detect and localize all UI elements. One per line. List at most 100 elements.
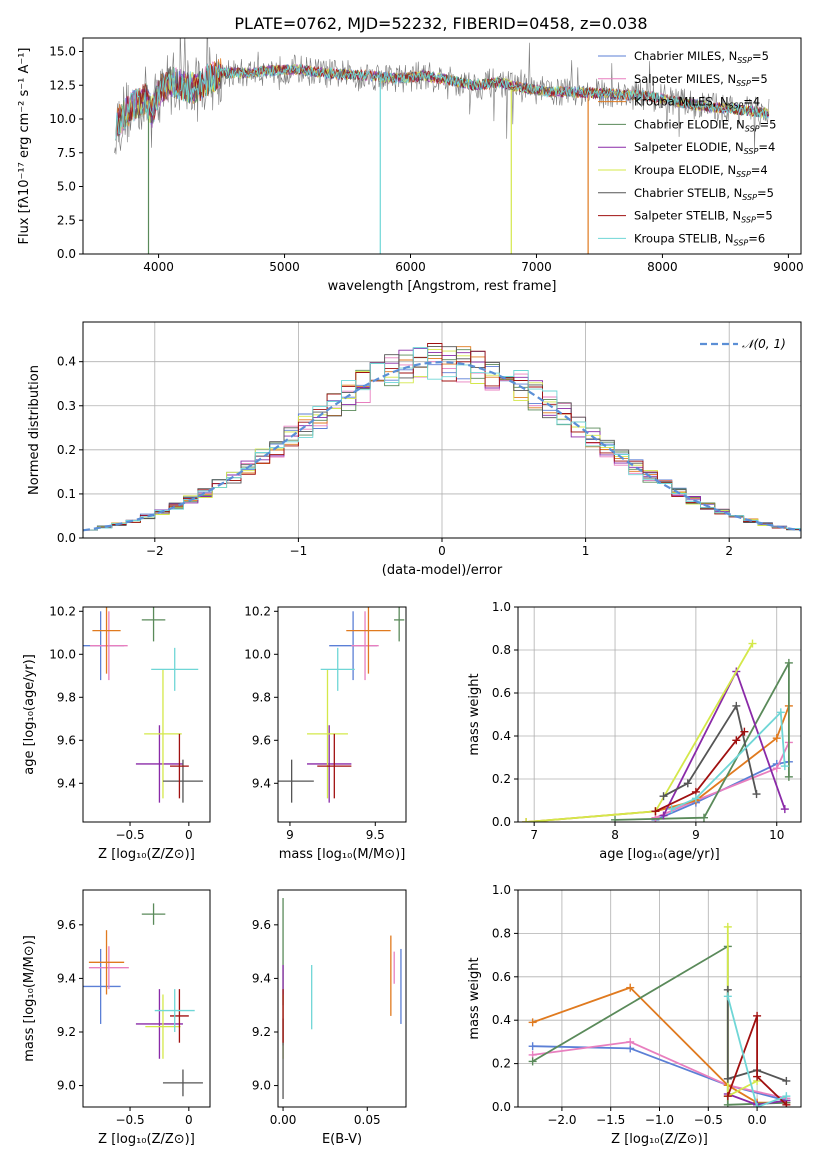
axes-frame <box>277 889 407 1108</box>
weight-marker-kroupa_miles <box>626 983 635 992</box>
weight-line-salpeter_miles <box>532 1040 787 1100</box>
errorbar-kroupa_miles <box>88 930 125 995</box>
weight-line-chabrier_stelib <box>726 989 787 1082</box>
age_vs_Z-panel: −0.5 0 9.4 9.6 9.8 10.0 10.2 Z [log₁₀(Z/Z⊙)] age… <box>22 604 211 862</box>
errorbar-kroupa_elodie <box>307 669 348 799</box>
y-tick-label: 0.2 <box>57 443 76 457</box>
model-spectrum-kroupa_stelib <box>115 63 769 141</box>
weight-marker-chabrier_stelib <box>683 779 692 788</box>
y-tick-label: 7.5 <box>57 146 76 160</box>
errorbar-chabrier_elodie <box>141 607 166 642</box>
x-axis-label: wavelength [Angstrom, rest frame] <box>328 279 557 294</box>
x-tick-label: −2.0 <box>547 1113 576 1127</box>
mass_weight_vs_Z-panel: −2.0 −1.5 −1.0 −0.5 0.0 0.0 0.2 0.4 0.6 0.8 1.0 Z [… <box>467 883 802 1147</box>
legend-label-salpeter_stelib: Salpeter STELIB, NSSP=5 <box>634 209 773 225</box>
weight-marker-chabrier_elodie <box>784 772 793 781</box>
x-tick-label: 4000 <box>143 260 174 274</box>
y-tick-label: 0.1 <box>57 487 76 501</box>
y-tick-label: 9.0 <box>252 1079 271 1093</box>
y-axis-label: age [log₁₀(age/yr)] <box>22 654 37 775</box>
x-tick-label: 9000 <box>773 260 804 274</box>
axes-frame <box>517 606 802 823</box>
weight-marker-salpeter_elodie <box>659 811 668 820</box>
legend-label-chabrier_stelib: Chabrier STELIB, NSSP=5 <box>634 186 774 202</box>
weight-marker-salpeter_elodie <box>780 805 789 814</box>
y-axis-label: Flux [fλ10⁻¹⁷ erg cm⁻² s⁻¹ A⁻¹] <box>17 48 32 245</box>
legend-label-chabrier_miles: Chabrier MILES, NSSP=5 <box>634 49 769 65</box>
y-tick-label: 0.4 <box>492 1013 511 1027</box>
y-axis-label: mass [log₁₀(M/M⊙)] <box>22 935 37 1062</box>
x-tick-label: 0.00 <box>270 1113 297 1127</box>
weight-marker-kroupa_stelib <box>723 992 732 1001</box>
x-axis-label: age [log₁₀(age/yr)] <box>599 847 720 862</box>
legend-label-chabrier_elodie: Chabrier ELODIE, NSSP=5 <box>634 117 776 133</box>
y-tick-label: 9.6 <box>252 918 271 932</box>
x-tick-label: −1 <box>290 544 308 558</box>
y-tick-label: 0.0 <box>492 815 511 829</box>
x-axis-label: mass [log₁₀(M/M⊙)] <box>279 847 406 862</box>
errorbar-kroupa_stelib <box>151 647 199 691</box>
x-tick-label: −1.0 <box>645 1113 674 1127</box>
x-tick-label: 6000 <box>395 260 426 274</box>
y-tick-label: 9.0 <box>57 1079 76 1093</box>
x-tick-label: 1 <box>582 544 590 558</box>
x-tick-label: 2 <box>725 544 733 558</box>
weight-marker-chabrier_elodie <box>611 815 620 822</box>
weight-marker-kroupa_stelib <box>782 1092 791 1101</box>
weight-marker-salpeter_stelib <box>740 727 749 736</box>
weight-marker-chabrier_elodie <box>784 658 793 667</box>
x-tick-label: 8000 <box>647 260 678 274</box>
x-tick-label: 7 <box>530 828 538 842</box>
y-tick-label: 10.0 <box>49 112 76 126</box>
age_vs_mass-panel: 9 9.5 9.4 9.6 9.8 10.0 10.2 mass [log₁₀(M/M⊙)] <box>244 604 407 862</box>
y-tick-label: 0.2 <box>492 1057 511 1071</box>
weight-marker-salpeter_stelib <box>732 736 741 745</box>
x-tick-label: −0.5 <box>115 828 144 842</box>
y-tick-label: 9.4 <box>57 776 76 790</box>
weight-marker-kroupa_elodie <box>748 639 757 648</box>
errorbar-salpeter_elodie <box>307 725 352 803</box>
weight-marker-chabrier_stelib <box>659 792 668 801</box>
y-tick-label: 0.8 <box>492 926 511 940</box>
mass_weight_vs_Z-plot-area <box>528 922 791 1107</box>
y-tick-label: 9.4 <box>57 971 76 985</box>
y-tick-label: 10.2 <box>244 604 271 618</box>
y-tick-label: 0.0 <box>57 247 76 261</box>
y-tick-label: 9.6 <box>57 733 76 747</box>
weight-line-kroupa_stelib <box>726 996 787 1107</box>
y-tick-label: 0.8 <box>492 643 511 657</box>
weight-marker-kroupa_elodie <box>723 922 732 931</box>
x-tick-label: 0 <box>185 1113 193 1127</box>
y-tick-label: 0.0 <box>57 531 76 545</box>
x-axis-label: Z [log₁₀(Z/Z⊙)] <box>98 1132 195 1147</box>
weight-marker-chabrier_elodie <box>699 813 708 822</box>
y-tick-label: 9.6 <box>57 918 76 932</box>
weight-marker-kroupa_stelib <box>753 1103 762 1107</box>
legend-label-kroupa_miles: Kroupa MILES, NSSP=4 <box>634 95 760 111</box>
y-tick-label: 15.0 <box>49 45 76 59</box>
y-axis-label: mass weight <box>467 957 482 1039</box>
x-tick-label: 9 <box>286 828 294 842</box>
y-tick-label: 2.5 <box>57 213 76 227</box>
y-tick-label: 9.4 <box>252 971 271 985</box>
y-tick-label: 9.2 <box>252 1025 271 1039</box>
x-tick-label: −0.5 <box>115 1113 144 1127</box>
x-tick-label: 8 <box>611 828 619 842</box>
x-axis-label: E(B-V) <box>322 1132 362 1147</box>
weight-marker-salpeter_stelib <box>651 807 660 816</box>
weight-marker-kroupa_stelib <box>776 708 785 717</box>
y-tick-label: 0.2 <box>492 772 511 786</box>
errorbar-kroupa_elodie <box>144 669 182 799</box>
weight-marker-kroupa_elodie <box>522 818 531 822</box>
x-axis-label: Z [log₁₀(Z/Z⊙)] <box>98 847 195 862</box>
x-axis-label: Z [log₁₀(Z/Z⊙)] <box>611 1132 708 1147</box>
errorbar-chabrier_stelib <box>162 1069 203 1097</box>
y-tick-label: 10.2 <box>49 604 76 618</box>
y-tick-label: 9.8 <box>252 690 271 704</box>
y-tick-label: 1.0 <box>492 600 511 614</box>
weight-line-salpeter_stelib <box>726 1015 788 1106</box>
y-tick-label: 0.3 <box>57 399 76 413</box>
weight-marker-salpeter_stelib <box>723 1092 732 1101</box>
errorbar-chabrier_stelib <box>278 759 314 803</box>
